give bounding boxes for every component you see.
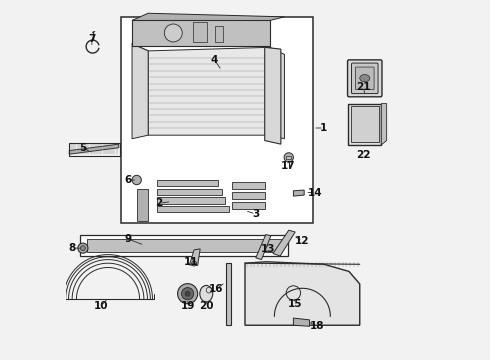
Polygon shape (69, 144, 119, 154)
FancyBboxPatch shape (232, 202, 265, 209)
Polygon shape (137, 189, 148, 221)
Circle shape (78, 243, 88, 253)
Ellipse shape (360, 75, 370, 82)
Text: 5: 5 (79, 143, 87, 153)
Text: 19: 19 (181, 301, 196, 311)
FancyBboxPatch shape (348, 104, 381, 145)
Bar (286, 156, 291, 159)
Text: 13: 13 (261, 244, 275, 254)
Polygon shape (226, 263, 231, 325)
Polygon shape (294, 318, 310, 326)
Polygon shape (294, 190, 304, 196)
FancyBboxPatch shape (232, 182, 265, 189)
FancyBboxPatch shape (232, 192, 265, 199)
Text: 2: 2 (155, 198, 163, 208)
Polygon shape (132, 44, 148, 139)
Circle shape (185, 291, 190, 296)
Bar (215, 26, 223, 42)
Circle shape (181, 288, 194, 300)
Text: 21: 21 (356, 82, 370, 92)
FancyBboxPatch shape (157, 189, 221, 195)
Polygon shape (132, 13, 285, 21)
Text: 15: 15 (288, 299, 302, 309)
Polygon shape (148, 47, 270, 135)
FancyBboxPatch shape (157, 180, 218, 186)
Circle shape (132, 175, 141, 185)
Bar (122, 17, 313, 223)
Text: 4: 4 (211, 55, 218, 65)
Polygon shape (381, 104, 387, 145)
Text: 16: 16 (209, 284, 223, 294)
Text: 17: 17 (281, 161, 295, 171)
Bar (193, 22, 207, 42)
Polygon shape (132, 21, 270, 45)
Polygon shape (273, 230, 295, 256)
Circle shape (284, 153, 294, 162)
Bar (87, 239, 281, 252)
FancyBboxPatch shape (355, 67, 374, 90)
Polygon shape (190, 249, 200, 265)
Circle shape (177, 284, 197, 304)
Text: 10: 10 (94, 301, 108, 311)
Text: 22: 22 (356, 150, 370, 160)
Polygon shape (245, 262, 360, 325)
Polygon shape (256, 234, 271, 260)
Text: 8: 8 (69, 243, 76, 253)
Ellipse shape (200, 285, 213, 302)
Text: 1: 1 (320, 123, 327, 133)
Text: 7: 7 (88, 34, 96, 44)
Text: 12: 12 (295, 236, 310, 246)
FancyBboxPatch shape (157, 206, 229, 212)
FancyBboxPatch shape (157, 197, 225, 204)
Text: 3: 3 (252, 209, 259, 219)
Circle shape (80, 246, 85, 251)
Text: 9: 9 (125, 234, 132, 244)
Bar (80, 235, 288, 256)
Text: 20: 20 (199, 301, 214, 311)
Text: 11: 11 (184, 257, 198, 267)
Text: 18: 18 (310, 321, 324, 331)
Polygon shape (270, 47, 285, 139)
Circle shape (192, 261, 196, 266)
FancyBboxPatch shape (347, 60, 382, 97)
Text: 6: 6 (125, 175, 132, 185)
FancyBboxPatch shape (351, 63, 378, 94)
Polygon shape (265, 47, 281, 144)
Text: 14: 14 (308, 188, 322, 198)
Circle shape (164, 24, 182, 42)
Bar (69, 143, 120, 156)
FancyBboxPatch shape (351, 107, 379, 142)
